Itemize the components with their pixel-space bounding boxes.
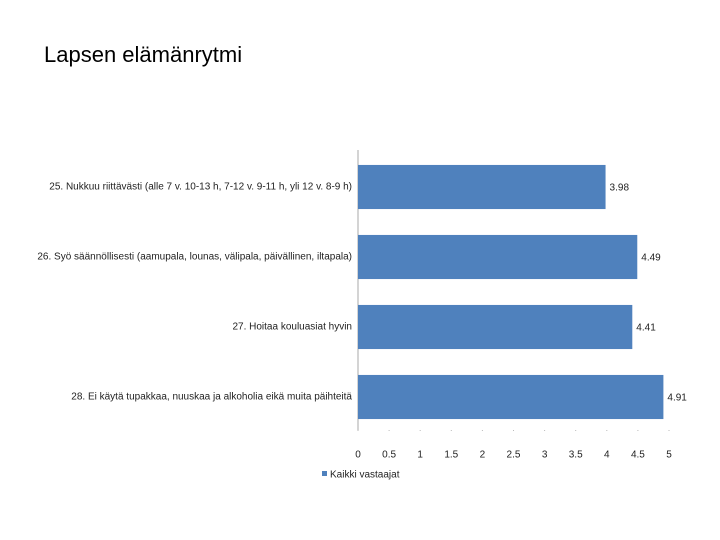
x-tick-label: 0 [355,450,361,461]
x-tick-label: 4.5 [631,450,645,461]
bar [358,304,633,350]
y-tick-label: 26. Syö säännöllisesti (aamupala, lounas… [37,252,352,263]
x-tick-label: 0.5 [382,450,396,461]
bar [358,374,664,420]
x-tick-label: 2.5 [507,450,521,461]
value-label: 4.49 [641,253,661,264]
x-tick-label: 4 [604,450,610,461]
bar [358,234,638,280]
x-tick-label: 3.5 [569,450,583,461]
y-tick-label: 28. Ei käytä tupakkaa, nuuskaa ja alkoho… [71,392,352,403]
bar [358,164,606,210]
y-tick-label: 25. Nukkuu riittävästi (alle 7 v. 10-13 … [49,182,352,193]
legend-swatch [322,471,327,476]
value-label: 4.91 [667,393,687,404]
legend-label: Kaikki vastaajat [330,470,400,481]
x-tick-label: 1.5 [444,450,458,461]
value-label: 4.41 [636,323,656,334]
x-tick-label: 3 [542,450,548,461]
value-label: 3.98 [610,183,630,194]
x-tick-label: 2 [480,450,486,461]
chart-title: Lapsen elämänrytmi [44,42,242,67]
x-tick-label: 5 [666,450,672,461]
x-tick-label: 1 [417,450,423,461]
y-tick-label: 27. Hoitaa kouluasiat hyvin [232,322,352,333]
